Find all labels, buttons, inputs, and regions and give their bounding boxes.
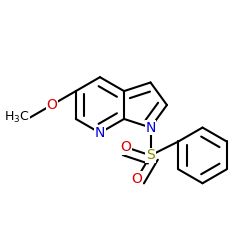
Text: S: S: [146, 148, 155, 162]
Text: O: O: [120, 140, 131, 154]
Text: N: N: [145, 120, 156, 134]
Text: $\mathregular{H_3C}$: $\mathregular{H_3C}$: [4, 110, 30, 125]
Text: O: O: [46, 98, 57, 112]
Text: H: H: [20, 111, 30, 124]
Text: O: O: [131, 172, 142, 186]
Text: N: N: [95, 126, 105, 140]
